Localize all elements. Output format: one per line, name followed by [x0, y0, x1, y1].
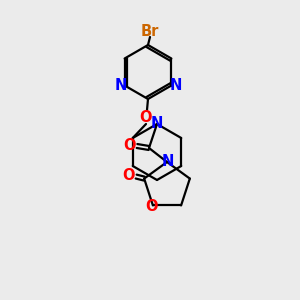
Text: N: N	[151, 116, 163, 130]
Text: N: N	[169, 78, 182, 93]
Text: Br: Br	[141, 23, 159, 38]
Text: N: N	[114, 78, 127, 93]
Text: O: O	[146, 199, 158, 214]
Text: O: O	[140, 110, 152, 124]
Text: O: O	[123, 137, 135, 152]
Text: N: N	[162, 154, 174, 169]
Text: O: O	[122, 168, 134, 183]
